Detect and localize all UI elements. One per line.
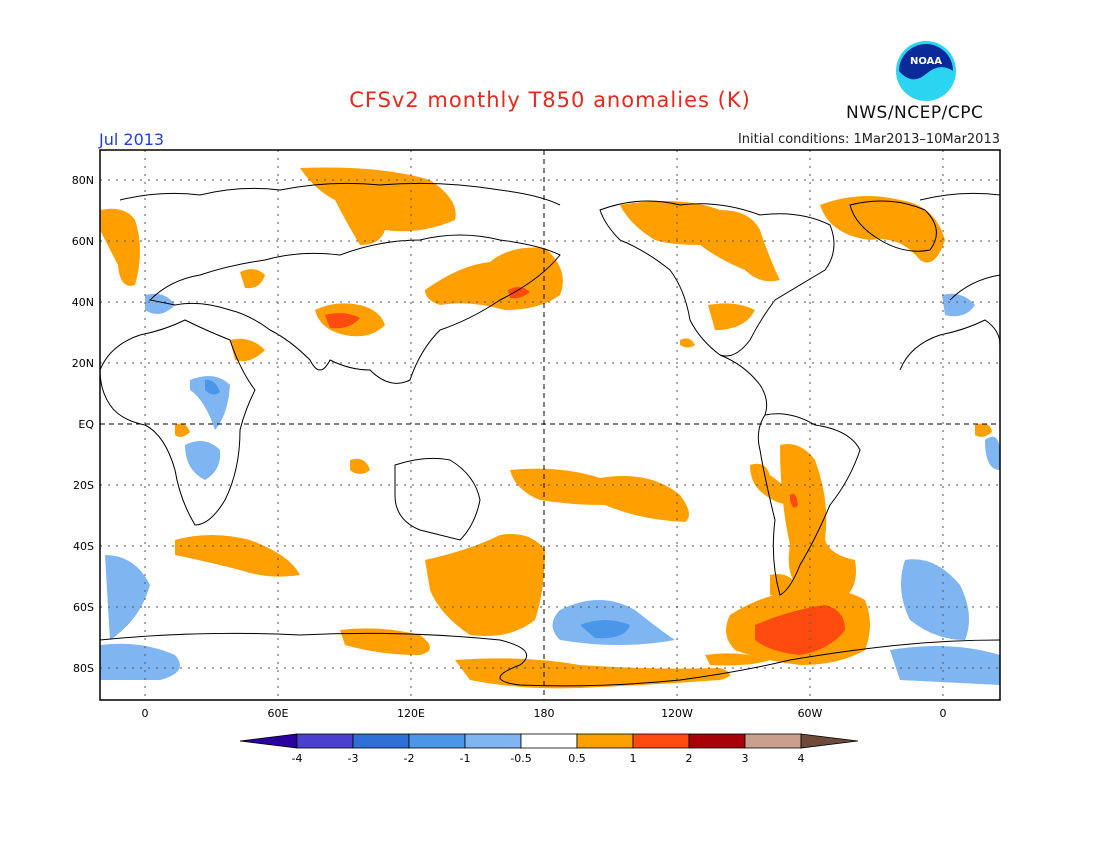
colorbar-cap-high [800, 733, 859, 749]
colorbar-bin [352, 733, 410, 749]
initial-conditions: Initial conditions: 1Mar2013–10Mar2013 [737, 132, 1000, 147]
colorbar-bin [632, 733, 690, 749]
colorbar-label: 2 [686, 752, 693, 765]
lon-label: 0 [940, 707, 947, 720]
colorbar-bin [464, 733, 522, 749]
lon-label: 0 [142, 707, 149, 720]
colorbar-label: -1 [460, 752, 471, 765]
lon-label: 120E [397, 707, 425, 720]
colorbar-bin [576, 733, 634, 749]
agency-label: NWS/NCEP/CPC [846, 103, 984, 123]
colorbar-bin [688, 733, 746, 749]
lat-label: 80N [72, 174, 94, 187]
colorbar-label: 0.5 [568, 752, 586, 765]
longitude-labels: 0 60E 120E 180 120W 60W 0 [142, 707, 947, 720]
colorbar-cap-low [239, 733, 298, 749]
map-title: CFSv2 monthly T850 anomalies (K) [349, 88, 751, 112]
lat-label: 40N [72, 296, 94, 309]
colorbar-bin [520, 733, 578, 749]
graticule [100, 150, 1000, 700]
positive-anomaly-shading [100, 167, 992, 689]
latitude-labels: 80N 60N 40N 20N EQ 20S 40S 60S 80S [72, 174, 95, 675]
coastlines [99, 182, 1001, 687]
colorbar-label: 3 [742, 752, 749, 765]
lat-label: 20S [73, 479, 94, 492]
colorbar-bin [744, 733, 802, 749]
colorbar-label: -3 [348, 752, 359, 765]
colorbar-label: -0.5 [510, 752, 531, 765]
lon-label: 60W [798, 707, 823, 720]
colorbar [239, 733, 859, 749]
noaa-logo-icon: NOAA [896, 41, 956, 101]
negative-anomaly-shading [100, 293, 1000, 685]
lat-label: 60N [72, 235, 94, 248]
colorbar-bin [408, 733, 466, 749]
lat-label: EQ [78, 418, 94, 431]
colorbar-labels: -4 -3 -2 -1 -0.5 0.5 1 2 3 4 [292, 752, 805, 765]
lon-label: 120W [661, 707, 693, 720]
lon-label: 180 [534, 707, 555, 720]
reference-lines [100, 150, 1000, 700]
colorbar-label: 4 [798, 752, 805, 765]
lat-label: 80S [73, 662, 94, 675]
colorbar-label: -2 [404, 752, 415, 765]
lat-label: 20N [72, 357, 94, 370]
colorbar-label: 1 [630, 752, 637, 765]
lat-label: 60S [73, 601, 94, 614]
lon-label: 60E [268, 707, 289, 720]
lat-label: 40S [73, 540, 94, 553]
map-frame [99, 149, 1001, 701]
colorbar-label: -4 [292, 752, 303, 765]
noaa-logo-text: NOAA [910, 56, 942, 67]
colorbar-bin [296, 733, 354, 749]
forecast-month: Jul 2013 [99, 130, 165, 149]
